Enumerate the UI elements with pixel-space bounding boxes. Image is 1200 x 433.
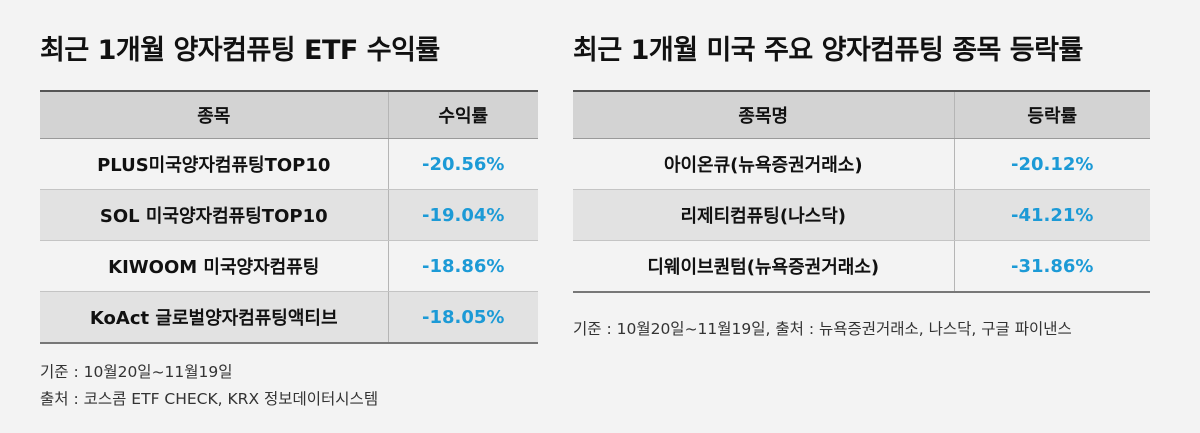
table-row: 아이온큐(뉴욕증권거래소) -20.12% [573,138,1150,190]
period-note: 기준 : 10월20일~11월19일 [40,363,233,381]
etf-returns-title: 최근 1개월 양자컴퓨팅 ETF 수익률 [40,35,440,66]
etf-return: -18.05% [388,291,538,344]
column-header-return: 수익률 [388,90,538,139]
column-header-name: 종목 [40,90,389,139]
table-header-row: 종목명 등락률 [573,90,1150,139]
period-source-note: 기준 : 10월20일~11월19일, 출처 : 뉴욕증권거래소, 나스닥, 구… [573,320,1072,338]
etf-name: SOL 미국양자컴퓨팅TOP10 [40,189,389,241]
table-row: KIWOOM 미국양자컴퓨팅 -18.86% [40,240,538,292]
etf-name: KoAct 글로벌양자컴퓨팅액티브 [40,291,389,344]
etf-return: -19.04% [388,189,538,241]
us-stocks-table: 종목명 등락률 아이온큐(뉴욕증권거래소) -20.12% 리제티컴퓨팅(나스닥… [573,90,1150,293]
source-note: 출처 : 코스콤 ETF CHECK, KRX 정보데이터시스템 [40,390,379,408]
table-row: 디웨이브퀀텀(뉴욕증권거래소) -31.86% [573,240,1150,293]
etf-return: -18.86% [388,240,538,292]
stock-change: -20.12% [954,138,1150,190]
table-header-row: 종목 수익률 [40,90,538,139]
stock-name: 아이온큐(뉴욕증권거래소) [573,138,955,190]
us-stocks-title: 최근 1개월 미국 주요 양자컴퓨팅 종목 등락률 [573,35,1083,66]
etf-name: PLUS미국양자컴퓨팅TOP10 [40,138,389,190]
stock-change: -41.21% [954,189,1150,241]
etf-return: -20.56% [388,138,538,190]
stock-change: -31.86% [954,240,1150,293]
etf-returns-table: 종목 수익률 PLUS미국양자컴퓨팅TOP10 -20.56% SOL 미국양자… [40,90,538,344]
stock-name: 리제티컴퓨팅(나스닥) [573,189,955,241]
table-row: KoAct 글로벌양자컴퓨팅액티브 -18.05% [40,291,538,344]
stock-name: 디웨이브퀀텀(뉴욕증권거래소) [573,240,955,293]
table-row: SOL 미국양자컴퓨팅TOP10 -19.04% [40,189,538,241]
column-header-change-rate: 등락률 [954,90,1150,139]
table-row: 리제티컴퓨팅(나스닥) -41.21% [573,189,1150,241]
etf-name: KIWOOM 미국양자컴퓨팅 [40,240,389,292]
table-row: PLUS미국양자컴퓨팅TOP10 -20.56% [40,138,538,190]
column-header-stock-name: 종목명 [573,90,955,139]
